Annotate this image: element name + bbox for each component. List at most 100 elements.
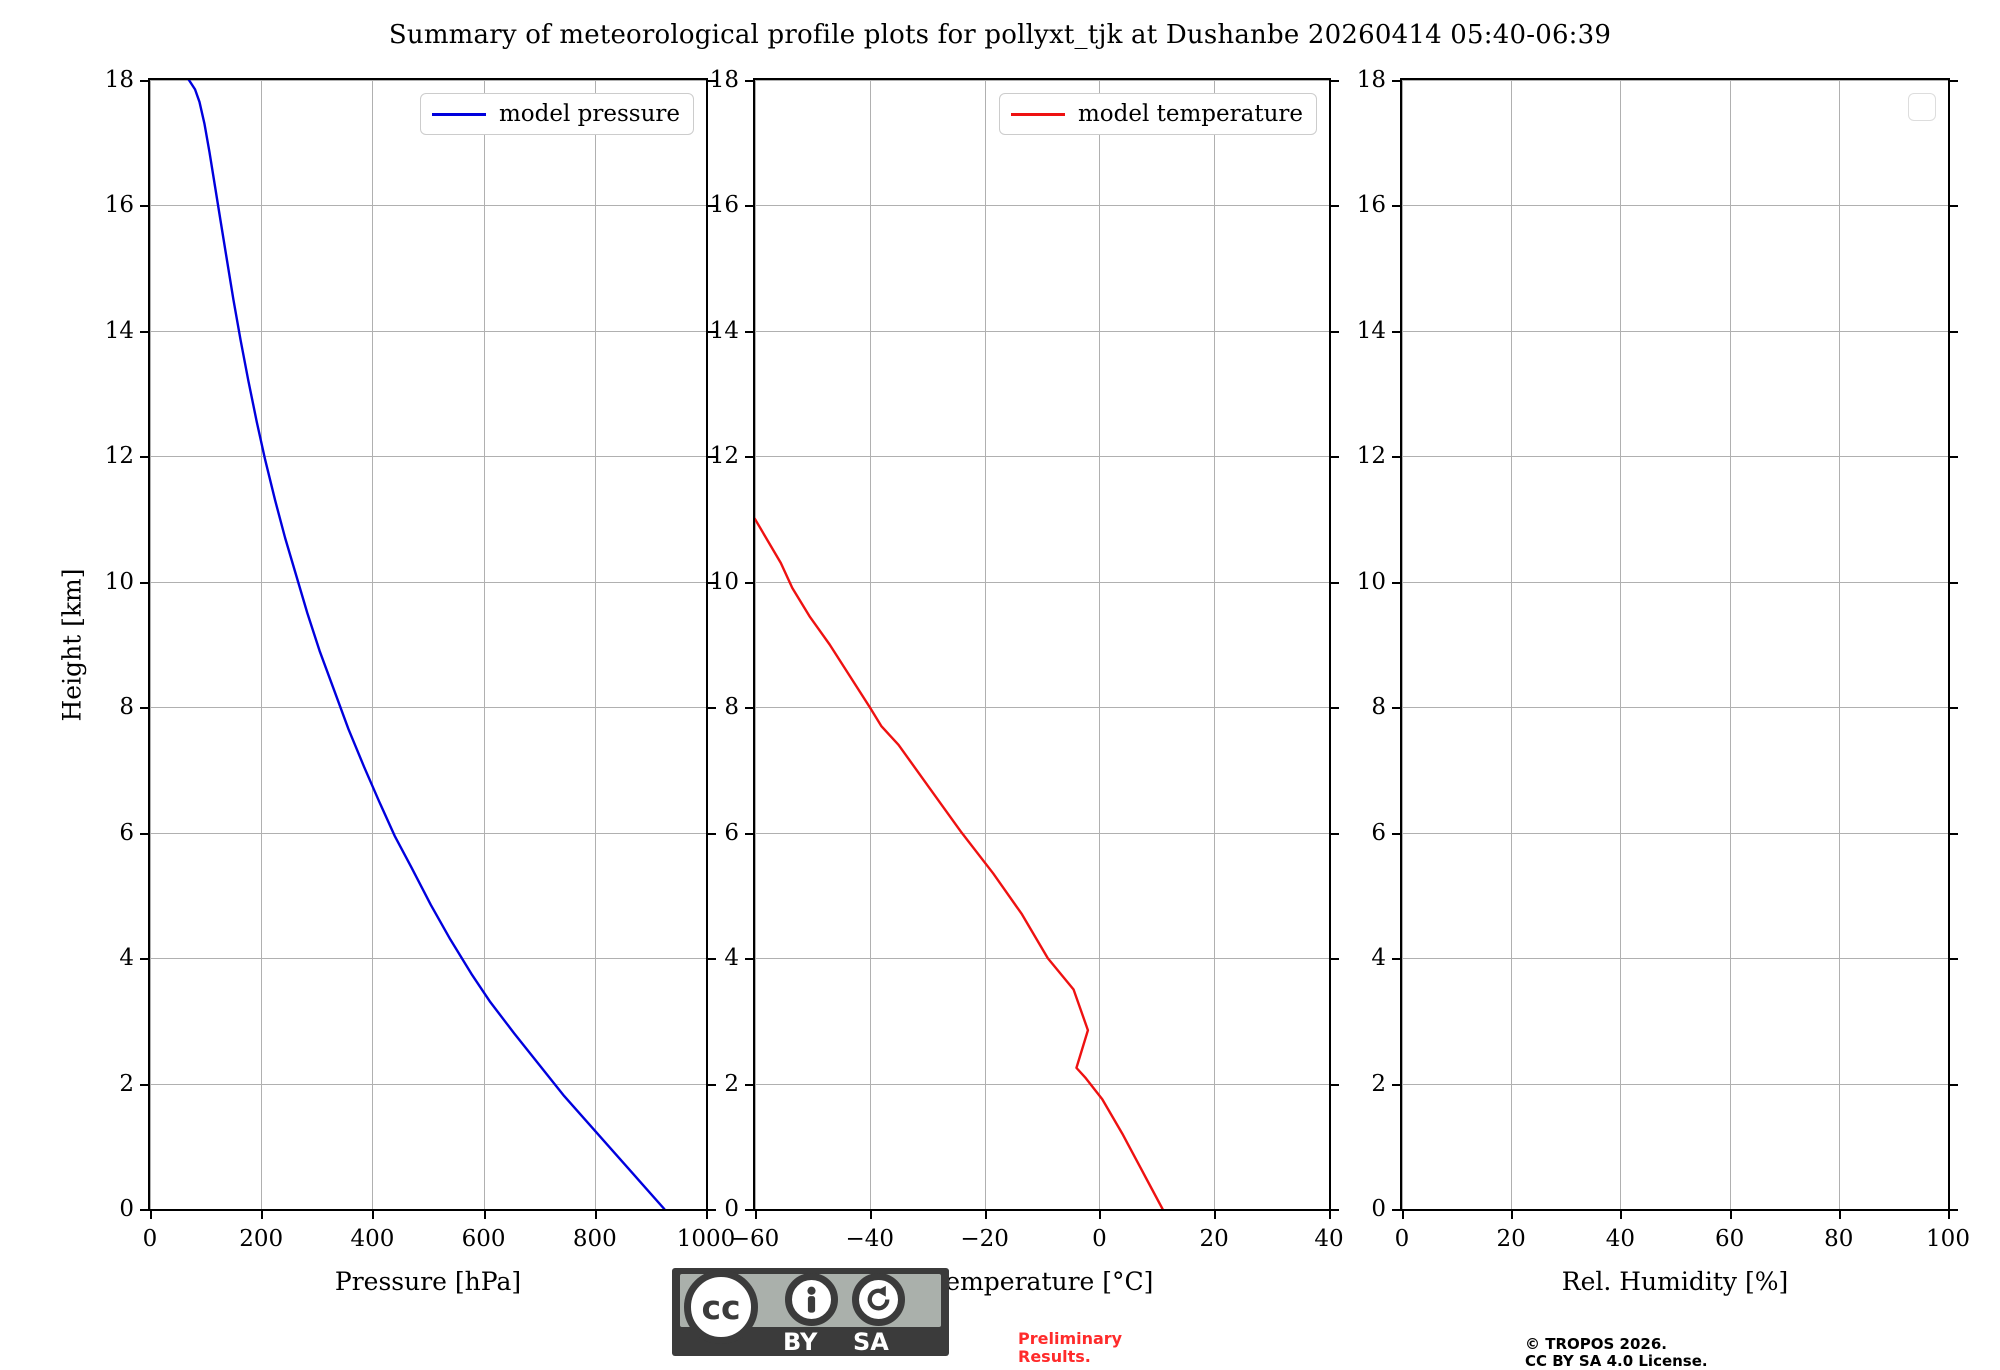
- y-tick-label: 4: [1371, 945, 1386, 972]
- y-tick-label: 12: [104, 443, 134, 470]
- x-tick-label: 60: [1714, 1226, 1745, 1252]
- y-tick-mark: [745, 958, 755, 961]
- gridline-horizontal: [1402, 80, 1948, 81]
- gridline-horizontal: [150, 80, 706, 81]
- y-tick-label: 6: [724, 819, 739, 846]
- gridline-vertical: [261, 80, 263, 1209]
- y-tick-label: 18: [709, 67, 739, 93]
- gridline-vertical: [984, 80, 986, 1209]
- legend-label-temperature: model temperature: [1077, 101, 1303, 127]
- y-tick-label: 4: [724, 945, 739, 972]
- x-tick-label: 400: [350, 1226, 395, 1252]
- y-tick-mark-right: [1948, 832, 1958, 835]
- x-tick-label: 800: [572, 1226, 617, 1252]
- y-tick-mark-right: [706, 1209, 716, 1211]
- x-tick-mark: [1511, 1209, 1514, 1219]
- x-tick-mark: [594, 1209, 597, 1219]
- x-tick-label: −60: [730, 1226, 780, 1252]
- gridline-horizontal: [1402, 707, 1948, 709]
- legend-pressure[interactable]: model pressure: [419, 93, 694, 135]
- x-tick-mark: [150, 1209, 152, 1219]
- gridline-vertical: [869, 80, 871, 1209]
- y-tick-mark: [745, 330, 755, 333]
- panel-temperature: 0 2 4 6 8 10 12 14 16 18 −60 −40 −20 0 20 40 model temp…: [710, 67, 1344, 1296]
- y-tick-label: 14: [104, 317, 134, 344]
- y-tick-mark: [745, 1209, 755, 1211]
- x-tick-label: 100: [1926, 1226, 1970, 1252]
- gridline-vertical: [1511, 80, 1513, 1209]
- x-tick-mark: [1729, 1209, 1732, 1219]
- gridline-horizontal: [150, 958, 706, 960]
- gridline-horizontal: [755, 581, 1329, 583]
- curve-humidity: [1402, 80, 1948, 1209]
- x-tick-mark: [1402, 1209, 1404, 1219]
- gridline-vertical: [1620, 80, 1622, 1209]
- legend-swatch-temperature: [1010, 112, 1065, 116]
- copyright-license-note: © TROPOS 2026. CC BY SA 4.0 License.: [1525, 1335, 1708, 1370]
- legend-swatch-pressure: [431, 112, 486, 116]
- y-tick-label: 2: [1371, 1070, 1386, 1097]
- y-tick-label: 6: [1371, 819, 1386, 846]
- y-tick-label: 2: [119, 1070, 134, 1097]
- x-tick-label: 0: [142, 1226, 158, 1252]
- y-tick-label: 12: [1356, 443, 1386, 470]
- gridline-horizontal: [755, 330, 1329, 332]
- y-tick-mark-right: [1329, 205, 1339, 208]
- y-tick-mark-right: [706, 1083, 716, 1086]
- y-tick-label: 0: [119, 1196, 134, 1222]
- y-tick-mark: [745, 581, 755, 584]
- legend-humidity-empty[interactable]: [1908, 93, 1936, 121]
- curve-pressure: [150, 80, 706, 1209]
- y-tick-mark: [1392, 1083, 1402, 1086]
- plot-inner-pressure: [150, 80, 706, 1209]
- y-tick-mark: [140, 205, 150, 208]
- x-tick-mark: [1214, 1209, 1217, 1219]
- curve-temperature: [755, 80, 1329, 1209]
- y-tick-label: 18: [104, 67, 134, 93]
- gridline-horizontal: [1402, 1083, 1948, 1085]
- y-tick-mark-right: [1329, 1209, 1339, 1211]
- x-axis-label-temperature: Temperature [°C]: [930, 1267, 1154, 1296]
- y-tick-mark-right: [1948, 205, 1958, 208]
- x-tick-label: 0: [1092, 1226, 1107, 1252]
- gridline-horizontal: [755, 958, 1329, 960]
- x-tick-mark: [755, 1209, 757, 1219]
- person-icon-svg: [807, 1286, 816, 1313]
- gridline-vertical: [150, 80, 151, 1209]
- y-tick-mark: [1392, 581, 1402, 584]
- y-tick-mark: [140, 1083, 150, 1086]
- gridline-vertical: [1729, 80, 1731, 1209]
- y-tick-mark-right: [1329, 330, 1339, 333]
- y-tick-mark: [1392, 456, 1402, 459]
- x-tick-label: −20: [960, 1226, 1009, 1252]
- y-tick-mark: [140, 958, 150, 961]
- y-tick-mark-right: [706, 707, 716, 710]
- x-tick-label: 20: [1199, 1226, 1229, 1252]
- x-axis-label-humidity: Rel. Humidity [%]: [1561, 1267, 1789, 1296]
- y-tick-mark-right: [1948, 330, 1958, 333]
- x-tick-label: 200: [239, 1226, 284, 1252]
- y-tick-mark-right: [1329, 832, 1339, 835]
- cc-sharealike-arrow-icon: [852, 1273, 905, 1326]
- x-tick-mark: [1099, 1209, 1102, 1219]
- preliminary-results-note: Preliminary Results.: [1018, 1329, 1123, 1366]
- cc-sa-label: SA: [853, 1328, 889, 1356]
- gridline-horizontal: [150, 707, 706, 709]
- y-tick-label: 8: [119, 694, 134, 721]
- x-tick-label: −40: [845, 1226, 895, 1252]
- y-tick-mark: [140, 707, 150, 710]
- y-tick-mark: [1392, 1209, 1402, 1211]
- circular-arrow-icon-svg: [867, 1285, 890, 1311]
- x-tick-mark: [984, 1209, 987, 1219]
- y-tick-mark: [1392, 832, 1402, 835]
- y-tick-mark-right: [706, 330, 716, 333]
- y-tick-mark: [140, 330, 150, 333]
- x-tick-mark: [1838, 1209, 1841, 1219]
- y-tick-mark: [1392, 205, 1402, 208]
- legend-temperature[interactable]: model temperature: [998, 93, 1317, 135]
- gridline-vertical: [1402, 80, 1403, 1209]
- y-tick-mark: [1392, 707, 1402, 710]
- y-tick-mark-right: [1329, 1083, 1339, 1086]
- y-tick-mark-right: [1329, 80, 1339, 82]
- x-tick-label: 0: [1394, 1226, 1410, 1252]
